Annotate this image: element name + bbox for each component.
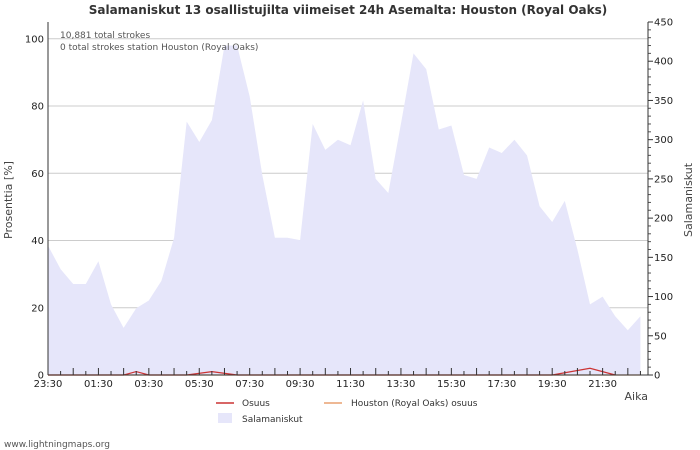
- x-tick-label-09:30: 09:30: [286, 379, 315, 390]
- y-right-tick-200: 200: [654, 214, 673, 225]
- x-tick-label-17:30: 17:30: [487, 379, 516, 390]
- axes: [47, 21, 653, 376]
- x-tick-label-21:30: 21:30: [588, 379, 617, 390]
- y-right-tick-50: 50: [654, 331, 667, 342]
- legend-osuus-label: Osuus: [242, 399, 270, 409]
- y-right-tick-250: 250: [654, 174, 673, 185]
- y-left-tick-60: 60: [31, 169, 44, 180]
- y-right-tick-400: 400: [654, 57, 673, 68]
- x-tick-label-07:30: 07:30: [235, 379, 264, 390]
- y-left-tick-80: 80: [31, 102, 44, 113]
- x-tick-label-11:30: 11:30: [336, 379, 365, 390]
- tick-labels: 0 20 40 60 80 100 0 50 100 150 200 250 300 350 400 450 2…: [25, 18, 673, 391]
- x-tick-label-23:30: 23:30: [34, 379, 63, 390]
- legend: Osuus Houston (Royal Oaks) osuus Salaman…: [216, 399, 478, 425]
- chart-title: Salamaniskut 13 osallistujilta viimeiset…: [89, 3, 608, 17]
- y-right-tick-300: 300: [654, 135, 673, 146]
- station-strokes-note: 0 total strokes station Houston (Royal O…: [60, 43, 258, 53]
- footer-site: www.lightningmaps.org: [4, 440, 110, 450]
- legend-strokes-swatch: [218, 413, 232, 423]
- y-right-tick-0: 0: [654, 371, 660, 382]
- legend-station-share-label: Houston (Royal Oaks) osuus: [351, 399, 478, 409]
- legend-strokes-label: Salamaniskut: [242, 415, 303, 425]
- strokes-area: [48, 45, 641, 375]
- x-tick-label-13:30: 13:30: [387, 379, 416, 390]
- x-axis-label: Aika: [625, 390, 649, 403]
- x-tick-label-19:30: 19:30: [538, 379, 567, 390]
- y-right-tick-100: 100: [654, 292, 673, 303]
- y-right-tick-450: 450: [654, 18, 673, 29]
- y-left-tick-40: 40: [31, 236, 44, 247]
- y-right-axis-label: Salamaniskut: [682, 162, 695, 237]
- x-tick-label-15:30: 15:30: [437, 379, 466, 390]
- y-left-tick-100: 100: [25, 34, 44, 45]
- y-left-axis-label: Prosenttia [%]: [2, 161, 15, 239]
- y-right-tick-350: 350: [654, 96, 673, 107]
- y-left-tick-20: 20: [31, 303, 44, 314]
- strokes-area-layer: [48, 45, 641, 375]
- total-strokes-note: 10,881 total strokes: [60, 31, 150, 41]
- y-right-tick-150: 150: [654, 253, 673, 264]
- x-tick-label-03:30: 03:30: [134, 379, 163, 390]
- x-tick-label-05:30: 05:30: [185, 379, 214, 390]
- y-left-tick-0: 0: [38, 371, 44, 382]
- x-tick-label-01:30: 01:30: [84, 379, 113, 390]
